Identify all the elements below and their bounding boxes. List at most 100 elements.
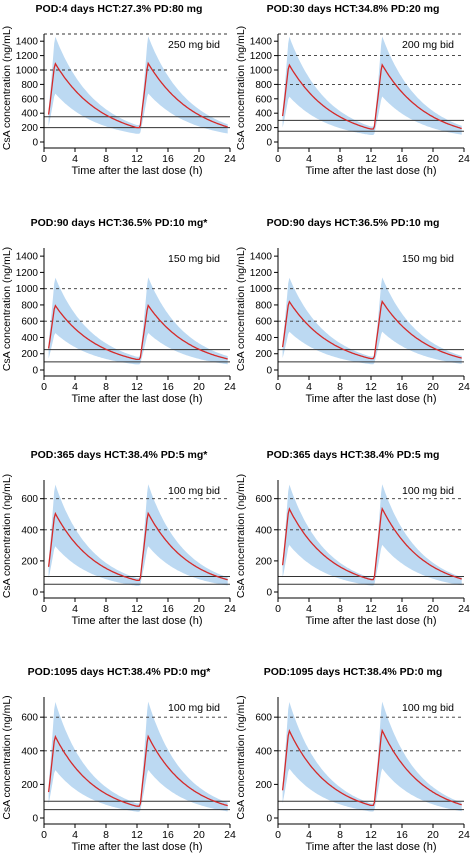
y-tick-label: 1200 (16, 268, 39, 279)
y-tick-label: 200 (21, 123, 38, 134)
y-tick-label: 200 (21, 780, 38, 791)
y-tick-label: 600 (255, 713, 272, 724)
prediction-band (48, 484, 228, 586)
panel-title: POD:365 days HCT:38.4% PD:5 mg* (31, 449, 209, 461)
x-tick-label: 0 (275, 153, 281, 165)
x-tick-label: 16 (396, 829, 408, 841)
x-tick-label: 0 (275, 603, 281, 615)
x-tick-label: 0 (275, 829, 281, 841)
y-tick-label: 0 (32, 366, 38, 377)
dose-annotation: 100 mg bid (402, 702, 454, 714)
x-tick-label: 16 (162, 153, 174, 165)
y-tick-label: 1200 (250, 268, 273, 279)
y-tick-label: 600 (255, 94, 272, 105)
x-tick-label: 24 (224, 829, 236, 841)
x-tick-label: 20 (193, 153, 205, 165)
dose-annotation: 150 mg bid (168, 253, 220, 265)
panel-5: POD:365 days HCT:38.4% PD:5 mg* 0 200 400 60… (1, 449, 236, 627)
x-tick-label: 24 (224, 153, 236, 165)
y-tick-label: 1000 (16, 66, 39, 77)
y-tick-label: 200 (21, 556, 38, 567)
y-tick-label: 200 (255, 123, 272, 134)
x-tick-label: 0 (41, 381, 47, 393)
x-tick-label: 20 (193, 829, 205, 841)
panel-title: POD:90 days HCT:36.5% PD:10 mg (267, 217, 440, 229)
median-curve (281, 63, 462, 130)
panel-title: POD:1095 days HCT:38.4% PD:0 mg* (28, 666, 212, 678)
y-tick-label: 0 (32, 138, 38, 149)
x-tick-label: 0 (41, 603, 47, 615)
y-tick-label: 800 (21, 300, 38, 311)
dose-annotation: 200 mg bid (402, 39, 454, 51)
y-tick-label: 0 (32, 588, 38, 599)
panel-title: POD:4 days HCT:27.3% PD:80 mg (36, 3, 203, 15)
x-tick-label: 20 (427, 603, 439, 615)
x-axis-label: Time after the last dose (h) (71, 615, 202, 627)
y-tick-label: 600 (21, 94, 38, 105)
x-axis-label: Time after the last dose (h) (305, 165, 436, 177)
x-tick-label: 8 (337, 603, 343, 615)
x-tick-label: 4 (72, 381, 78, 393)
x-tick-label: 4 (72, 603, 78, 615)
y-tick-label: 200 (21, 349, 38, 360)
y-axis-label: CsA concentration (ng/mL) (1, 26, 13, 150)
y-tick-label: 600 (21, 494, 38, 505)
x-tick-label: 12 (365, 603, 377, 615)
y-tick-label: 1200 (250, 51, 273, 62)
prediction-band (48, 36, 228, 134)
y-tick-label: 1400 (16, 37, 39, 48)
panel-8: POD:1095 days HCT:38.4% PD:0 mg020040060… (235, 666, 470, 853)
panel-7: POD:1095 days HCT:38.4% PD:0 mg*02004006… (1, 666, 236, 853)
median-curve (47, 734, 228, 807)
x-tick-label: 12 (365, 153, 377, 165)
x-axis-label: Time after the last dose (h) (71, 841, 202, 853)
x-tick-label: 4 (72, 153, 78, 165)
x-tick-label: 4 (306, 829, 312, 841)
y-tick-label: 400 (255, 746, 272, 757)
x-tick-label: 0 (41, 829, 47, 841)
x-tick-label: 20 (427, 381, 439, 393)
x-tick-label: 16 (396, 381, 408, 393)
x-tick-label: 16 (162, 603, 174, 615)
x-tick-label: 24 (224, 603, 236, 615)
x-tick-label: 20 (193, 381, 205, 393)
panel-6: POD:365 days HCT:38.4% PD:5 mg0200400600… (235, 449, 470, 627)
y-tick-label: 200 (255, 780, 272, 791)
prediction-band (282, 277, 462, 365)
y-axis-label: CsA concentration (ng/mL) (1, 474, 13, 598)
dose-annotation: 150 mg bid (402, 253, 454, 265)
y-tick-label: 400 (21, 746, 38, 757)
x-tick-label: 12 (131, 603, 143, 615)
median-curve (281, 506, 462, 581)
y-tick-label: 0 (266, 138, 272, 149)
y-tick-label: 800 (255, 80, 272, 91)
y-tick-label: 1400 (250, 37, 273, 48)
y-tick-label: 200 (255, 349, 272, 360)
x-tick-label: 8 (103, 153, 109, 165)
y-tick-label: 1200 (16, 51, 39, 62)
x-axis-label: Time after the last dose (h) (305, 841, 436, 853)
y-tick-label: 0 (266, 588, 272, 599)
x-tick-label: 4 (306, 603, 312, 615)
x-tick-label: 16 (162, 829, 174, 841)
x-tick-label: 24 (458, 829, 470, 841)
y-axis-label: CsA concentration (ng/mL) (235, 247, 247, 371)
x-tick-label: 16 (396, 603, 408, 615)
x-tick-label: 12 (131, 153, 143, 165)
x-tick-label: 4 (306, 153, 312, 165)
y-tick-label: 0 (32, 814, 38, 825)
x-tick-label: 8 (337, 829, 343, 841)
panel-4: POD:90 days HCT:36.5% PD:10 mg0200400600… (235, 217, 470, 405)
x-tick-label: 12 (131, 381, 143, 393)
prediction-band (282, 701, 462, 812)
dose-annotation: 100 mg bid (402, 485, 454, 497)
y-tick-label: 0 (266, 366, 272, 377)
x-tick-label: 12 (365, 829, 377, 841)
y-tick-label: 400 (21, 333, 38, 344)
x-tick-label: 12 (131, 829, 143, 841)
y-tick-label: 400 (21, 525, 38, 536)
x-tick-label: 8 (337, 153, 343, 165)
x-axis-label: Time after the last dose (h) (305, 615, 436, 627)
x-axis-label: Time after the last dose (h) (305, 393, 436, 405)
dose-annotation: 250 mg bid (168, 39, 220, 51)
